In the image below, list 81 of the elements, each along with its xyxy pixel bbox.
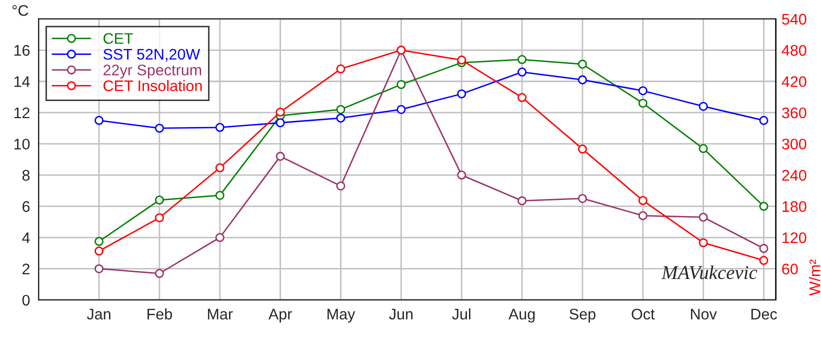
legend-label: SST 52N,20W: [103, 48, 200, 62]
point: [94, 264, 104, 274]
point: [154, 124, 164, 133]
point: [154, 196, 164, 205]
point: [94, 236, 104, 246]
y2-tick-label: 300: [782, 138, 806, 150]
y2-tick-label: 240: [782, 170, 806, 181]
y2-tick-label: 180: [782, 201, 806, 212]
point: [215, 233, 224, 242]
legend-label: CET: [104, 33, 133, 44]
y-tick-label: 10: [14, 138, 30, 150]
y2-tick-label: 60: [782, 264, 798, 274]
y2-tick-label: 480: [782, 45, 806, 56]
point: [698, 212, 708, 222]
point: [518, 92, 527, 102]
point: [759, 202, 768, 211]
point: [638, 196, 648, 206]
x-tick-label: Jan: [86, 308, 110, 320]
point: [276, 108, 285, 117]
point: [518, 55, 527, 64]
x-tick-label: May: [328, 308, 356, 323]
legend-label: CET Insolation: [104, 80, 202, 92]
point: [396, 80, 406, 90]
point: [154, 268, 164, 278]
point: [578, 194, 587, 203]
point: [215, 163, 224, 172]
legend-label: 22yr Spectrum: [104, 64, 202, 78]
y2-tick-label: 540: [782, 14, 806, 25]
x-tick-label: Jul: [452, 308, 470, 320]
point: [578, 144, 587, 154]
point: [698, 102, 708, 111]
point: [759, 256, 768, 265]
x-tick-label: Sep: [570, 308, 596, 323]
point: [396, 104, 406, 114]
point: [457, 56, 466, 65]
point: [698, 144, 708, 154]
x-tick-label: Mar: [208, 308, 233, 320]
point: [336, 114, 346, 123]
point: [94, 116, 104, 125]
point: [457, 89, 466, 98]
point: [276, 118, 285, 128]
y-tick-label: 4: [22, 232, 30, 244]
y-tick-label: 8: [22, 170, 30, 181]
point: [578, 75, 587, 84]
y-tick-label: 12: [14, 107, 30, 118]
point: [154, 213, 164, 222]
point: [336, 181, 346, 190]
x-tick-label: Dec: [751, 308, 777, 320]
x-tick-label: Nov: [690, 308, 717, 320]
point: [518, 196, 527, 206]
y2-axis-title: W/m²: [809, 260, 820, 296]
x-tick-label: Aug: [508, 308, 535, 323]
y-axis-title: °C: [12, 5, 28, 16]
point: [759, 116, 768, 125]
x-tick-label: Oct: [632, 308, 655, 320]
point: [638, 86, 648, 96]
point: [578, 60, 587, 69]
annotation: MAVukcevic: [661, 265, 758, 280]
point: [638, 98, 648, 108]
point: [276, 152, 285, 161]
y-tick-label: 0: [22, 294, 30, 306]
point: [336, 104, 346, 114]
x-tick-label: Apr: [268, 308, 292, 323]
y-tick-label: 14: [14, 76, 30, 87]
point: [457, 170, 466, 180]
y2-tick-label: 120: [782, 232, 806, 244]
point: [215, 122, 224, 132]
y2-tick-label: 420: [782, 76, 806, 88]
y-tick-label: 16: [14, 45, 30, 56]
point: [336, 64, 346, 74]
point: [759, 244, 768, 253]
x-tick-label: Feb: [148, 308, 172, 320]
y-tick-label: 2: [22, 264, 30, 274]
point: [638, 211, 648, 220]
point: [698, 238, 708, 248]
y-tick-label: 6: [22, 201, 30, 212]
point: [518, 67, 527, 77]
x-tick-label: Jun: [389, 308, 412, 320]
point: [215, 190, 224, 200]
point: [94, 246, 104, 256]
y2-tick-label: 360: [782, 107, 806, 118]
